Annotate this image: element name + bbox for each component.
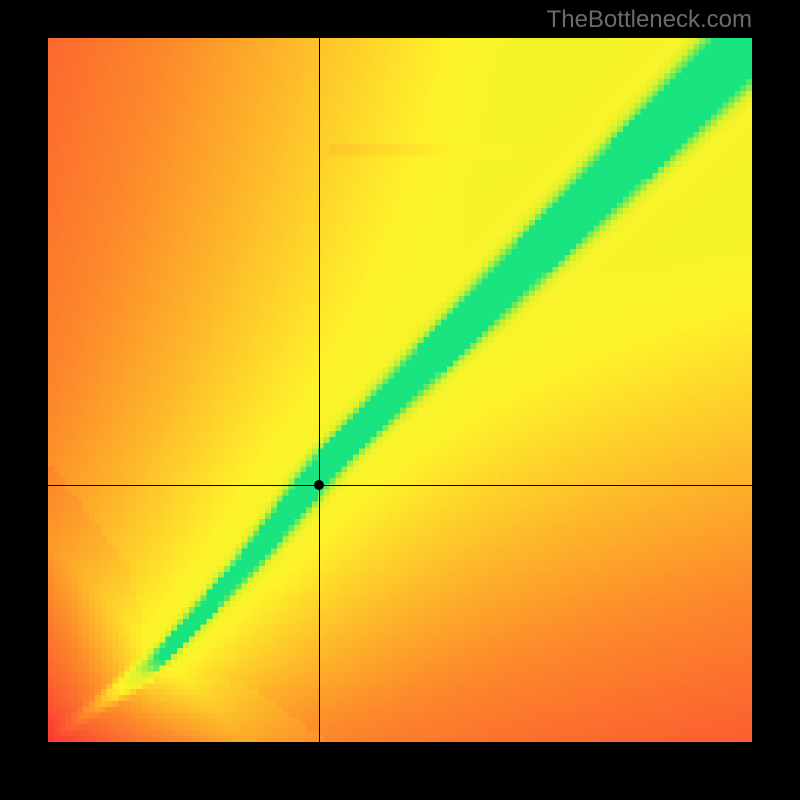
crosshair-horizontal xyxy=(48,485,752,486)
watermark-text: TheBottleneck.com xyxy=(547,6,752,34)
crosshair-vertical xyxy=(319,38,320,742)
bottleneck-heatmap xyxy=(48,38,752,742)
heatmap-canvas xyxy=(48,38,752,742)
crosshair-marker xyxy=(314,480,324,490)
